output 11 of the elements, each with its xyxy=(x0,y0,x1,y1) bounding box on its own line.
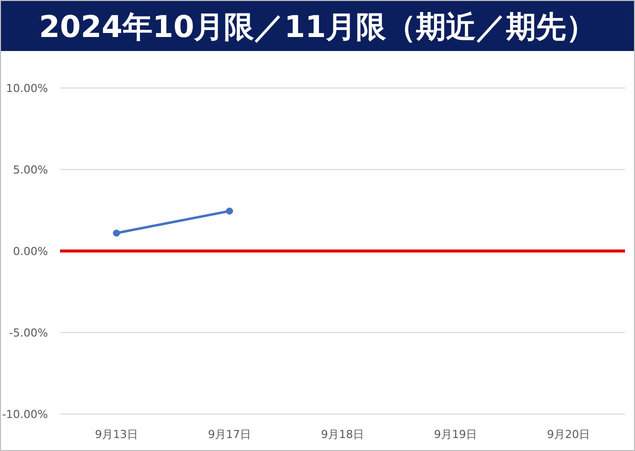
y-tick-label: 10.00% xyxy=(6,82,48,95)
y-tick-label: -5.00% xyxy=(9,326,48,340)
x-tick-label: 9月17日 xyxy=(208,428,251,441)
y-tick-label: 5.00% xyxy=(13,164,48,176)
x-tick-label: 9月20日 xyxy=(547,428,590,441)
chart-title: 2024年10月限／11月限（期近／期先） xyxy=(39,10,596,45)
x-tick-label: 9月18日 xyxy=(321,428,364,441)
x-tick-label: 9月13日 xyxy=(95,428,138,441)
y-tick-label: 0.00% xyxy=(13,245,48,258)
y-tick-label: -10.00% xyxy=(2,408,48,421)
x-tick-label: 9月19日 xyxy=(434,428,477,441)
